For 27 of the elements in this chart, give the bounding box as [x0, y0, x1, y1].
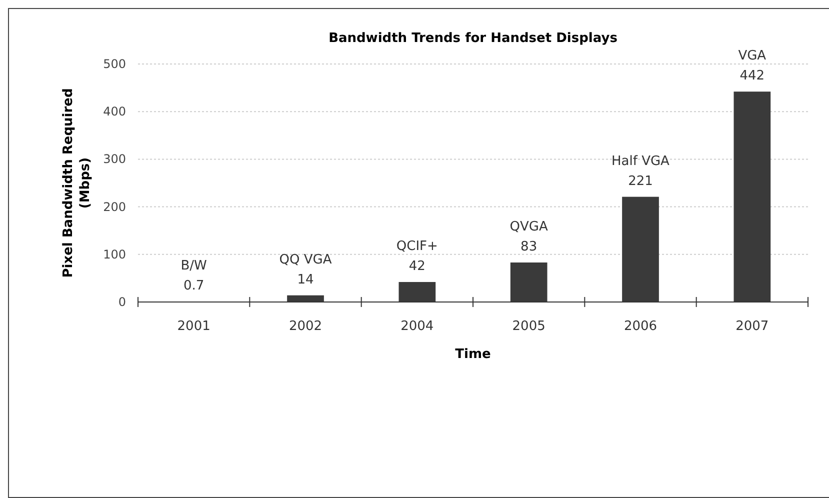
x-tick-label: 2001 [177, 319, 210, 334]
data-label: 83 [520, 239, 538, 254]
annotation: QQ VGA [279, 252, 332, 268]
data-label: 221 [628, 174, 653, 189]
annotation: B/W [180, 258, 208, 274]
annotation: QVGA [510, 219, 548, 234]
x-tick-label: 2007 [736, 319, 769, 334]
y-tick-label: 200 [103, 200, 126, 214]
x-tick-label: 2004 [400, 319, 434, 334]
x-tick-label: 2005 [512, 319, 546, 334]
annotation: Half VGA [612, 154, 670, 169]
annotation: VGA [738, 48, 766, 64]
data-label: 14 [297, 272, 314, 288]
annotation: QCIF+ [396, 239, 438, 254]
data-label: 42 [408, 259, 426, 274]
y-tick-label: 100 [103, 247, 126, 262]
x-axis-title: Time [455, 347, 492, 362]
y-axis-title: Pixel Bandwidth Required (Mbps) [61, 88, 93, 278]
y-tick-label: 300 [103, 152, 126, 166]
y-tick-label: 400 [103, 104, 126, 119]
data-label: 442 [740, 68, 765, 84]
data-label: 0.7 [183, 278, 204, 294]
y-tick-label: 0 [118, 295, 126, 309]
x-tick-label: 2002 [288, 319, 322, 334]
x-tick-label: 2006 [624, 319, 658, 334]
chart-title: Bandwidth Trends for Handset Displays [328, 31, 618, 46]
y-tick-label: 500 [103, 57, 126, 71]
